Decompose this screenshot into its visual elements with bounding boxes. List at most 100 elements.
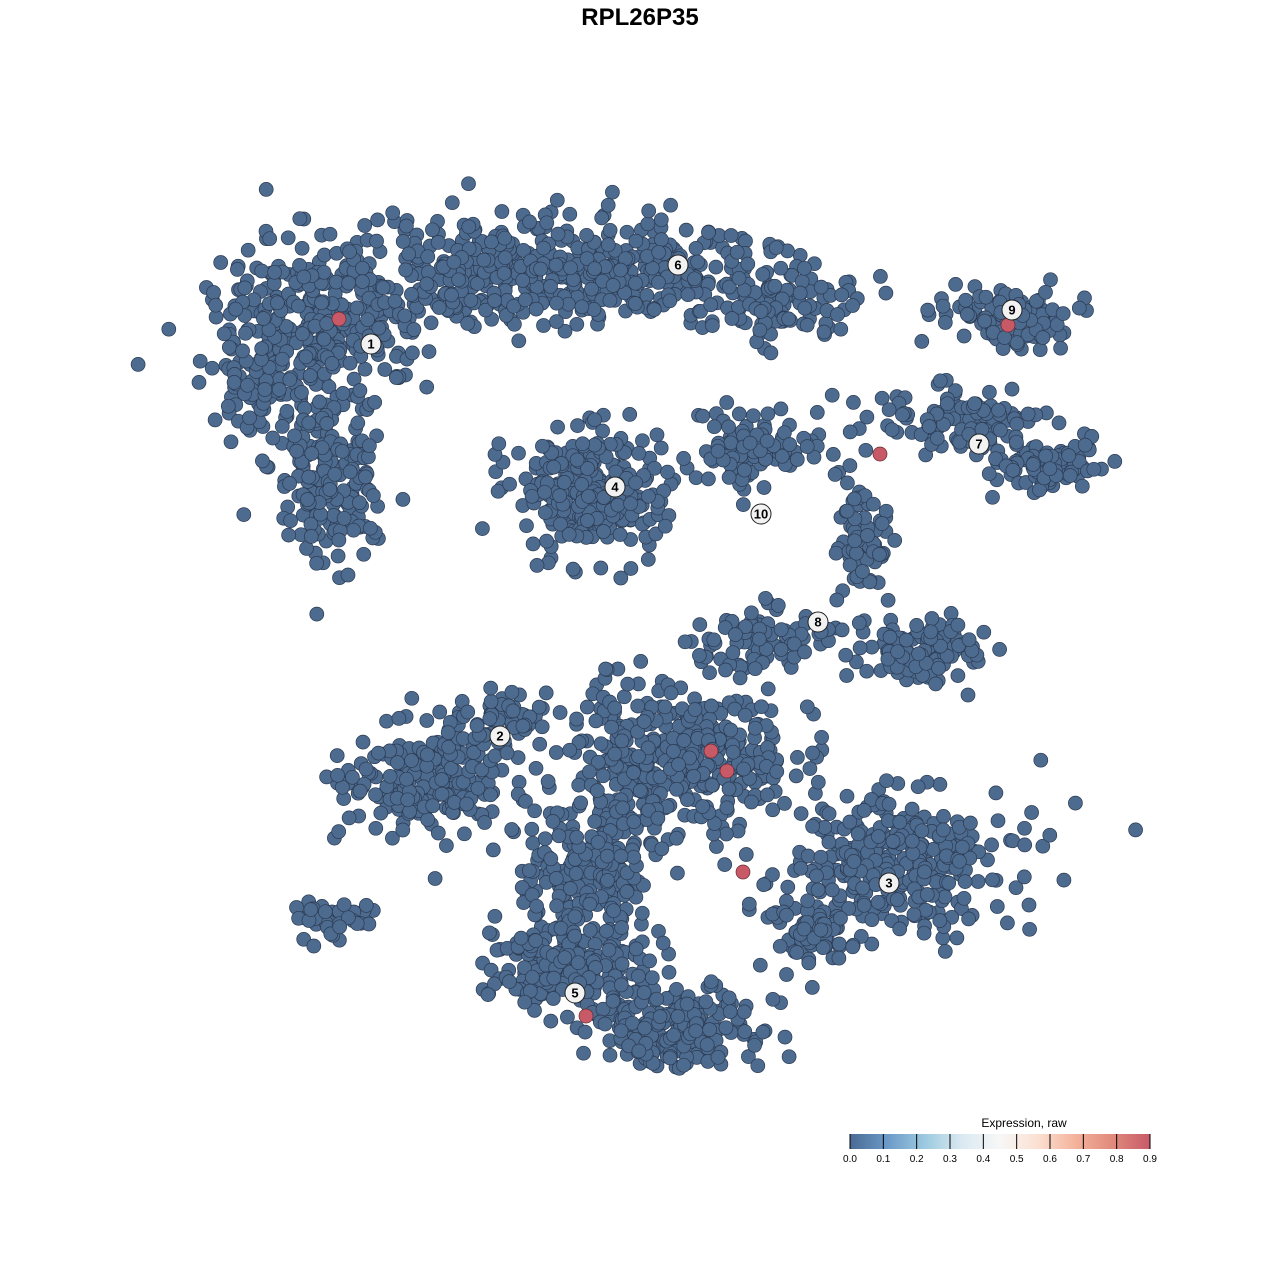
cell-point (521, 863, 537, 878)
cell-point (858, 442, 874, 458)
cell-point (385, 205, 401, 221)
cell-point (961, 632, 977, 648)
cell-point (704, 698, 719, 714)
cell-point (563, 260, 578, 276)
expressing-cell-point (578, 1008, 594, 1024)
cell-point (487, 293, 502, 308)
cell-point (444, 195, 460, 211)
cell-point (587, 814, 603, 829)
cell-point (773, 401, 789, 417)
cell-point (957, 874, 973, 889)
cell-point (563, 881, 578, 896)
cell-point (340, 567, 356, 583)
cell-point (842, 814, 858, 830)
cell-point (758, 590, 773, 606)
cell-point (345, 769, 360, 785)
cell-point (777, 796, 792, 811)
cell-point (933, 638, 948, 654)
cell-point (295, 326, 310, 342)
cell-point (793, 806, 809, 821)
cell-point (1032, 342, 1048, 358)
cell-point (769, 764, 785, 779)
cell-point (191, 375, 207, 390)
cell-point (543, 1013, 559, 1029)
cell-point (935, 822, 951, 838)
cell-point (654, 232, 669, 247)
cell-point (640, 740, 656, 756)
cell-point (967, 396, 982, 411)
cell-point (382, 768, 398, 784)
cell-point (804, 980, 820, 995)
cluster-label-6: 6 (667, 254, 689, 276)
cell-point (1062, 468, 1078, 483)
cell-point (546, 970, 562, 986)
cell-point (958, 292, 974, 308)
cell-point (342, 464, 358, 480)
cell-point (679, 996, 695, 1012)
cell-point (845, 298, 860, 313)
cell-point (208, 297, 224, 313)
cell-point (600, 237, 616, 253)
cell-point (1000, 915, 1015, 931)
cell-point (451, 272, 466, 288)
cell-point (809, 868, 824, 884)
cell-point (309, 606, 325, 622)
cluster-label-badge (604, 476, 626, 498)
cell-point (230, 262, 245, 277)
cell-point (626, 765, 641, 780)
cell-point (605, 184, 620, 200)
cell-point (238, 325, 253, 341)
cell-point (570, 955, 586, 971)
cell-point (729, 244, 745, 260)
cell-point (802, 761, 818, 776)
cell-point (688, 470, 704, 486)
cell-point (774, 448, 790, 464)
cell-point (582, 896, 598, 912)
cell-point (569, 829, 585, 845)
cell-point (575, 436, 590, 452)
cell-point (721, 781, 737, 797)
cell-point (813, 279, 829, 295)
cell-point (824, 387, 840, 403)
cell-point (602, 293, 618, 308)
cell-point (358, 469, 373, 485)
cell-point (352, 383, 368, 398)
cell-point (502, 476, 517, 492)
cell-point (786, 636, 802, 652)
cell-point (525, 969, 540, 985)
cell-point (814, 729, 829, 745)
cell-point (1022, 921, 1037, 937)
cell-point (634, 905, 650, 921)
cell-point (274, 351, 290, 367)
cell-point (602, 222, 618, 238)
cell-point (461, 219, 477, 235)
cell-point (340, 910, 356, 926)
cell-point (959, 307, 975, 322)
cell-point (755, 266, 771, 282)
cell-point (846, 491, 862, 507)
expressing-cell-point (735, 864, 751, 880)
cell-point (556, 475, 572, 490)
cell-point (420, 812, 436, 827)
cell-point (282, 476, 297, 491)
cell-point (890, 644, 905, 660)
cell-point (710, 1049, 726, 1065)
cell-point (262, 231, 278, 247)
cell-point (874, 390, 890, 406)
cell-point (574, 299, 590, 315)
cell-point (770, 598, 786, 613)
cell-point (356, 546, 372, 562)
cell-point (721, 470, 737, 485)
cell-point (1086, 461, 1102, 477)
cell-point (550, 226, 566, 242)
cell-point (701, 225, 716, 240)
cell-point (524, 821, 540, 837)
cell-point (1035, 838, 1051, 854)
cell-point (607, 746, 623, 762)
cell-point (236, 507, 252, 522)
cell-point (873, 269, 888, 284)
cell-point (845, 939, 861, 955)
cell-point (636, 714, 652, 729)
cell-point (740, 256, 756, 272)
